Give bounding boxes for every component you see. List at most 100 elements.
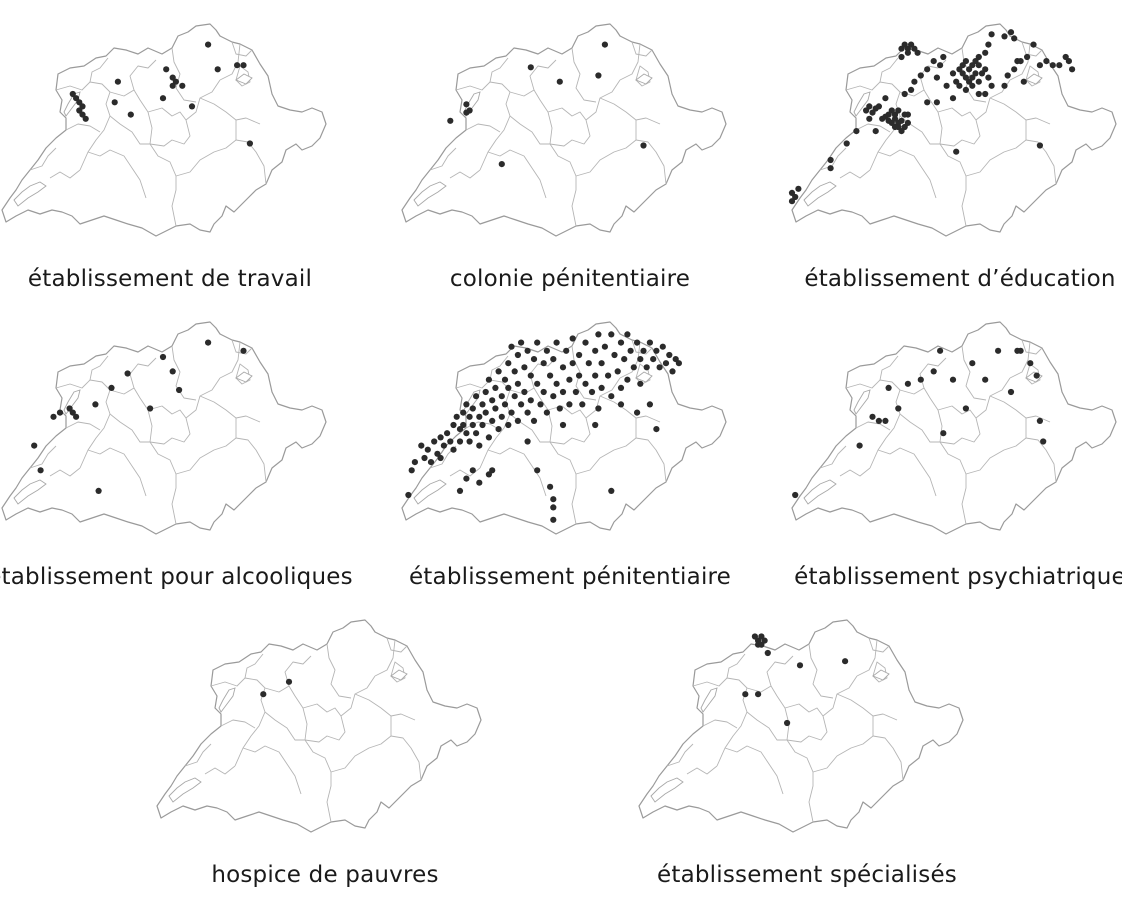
institution-marker: [440, 442, 447, 449]
institution-marker: [550, 496, 557, 503]
canton-border: [899, 89, 943, 145]
institution-marker: [482, 409, 489, 416]
institution-marker: [553, 380, 560, 387]
institution-marker: [953, 148, 960, 155]
canton-border: [868, 637, 890, 653]
institution-marker: [755, 691, 762, 698]
institution-marker: [572, 388, 579, 396]
canton-border: [231, 41, 253, 57]
canton-border: [839, 467, 871, 477]
institution-marker: [792, 193, 799, 201]
institution-marker: [285, 678, 293, 685]
map-panel-psychiatrique: établissement psychiatrique: [790, 318, 1122, 590]
institution-marker: [995, 347, 1002, 354]
institution-marker: [637, 380, 644, 387]
institution-marker: [627, 347, 634, 354]
institution-marker: [588, 388, 596, 396]
canton-border: [855, 421, 891, 431]
country-outline: [1, 321, 327, 535]
canton-border: [235, 437, 267, 483]
canton-border: [547, 107, 587, 121]
canton-border: [575, 437, 637, 475]
lake: [700, 687, 718, 713]
institution-marker: [988, 31, 995, 38]
canton-border: [326, 643, 352, 699]
canton-border: [1025, 139, 1057, 185]
institution-marker: [1033, 372, 1040, 379]
canton-border: [429, 147, 457, 171]
institution-marker: [640, 347, 647, 354]
institution-marker: [514, 351, 521, 359]
canton-border: [199, 97, 261, 125]
institution-marker: [540, 388, 547, 396]
canton-border: [879, 57, 899, 83]
institution-marker: [114, 78, 121, 85]
institution-marker: [962, 74, 969, 81]
institution-marker: [1056, 62, 1063, 69]
institution-marker: [972, 70, 979, 77]
institution-marker: [205, 41, 212, 48]
canton-border: [1025, 437, 1057, 483]
canton-border: [49, 169, 81, 179]
institution-marker: [646, 401, 653, 408]
institution-marker: [640, 142, 647, 149]
institution-marker: [1036, 417, 1043, 424]
institution-marker: [501, 401, 509, 408]
institution-marker: [437, 454, 444, 462]
institution-marker: [111, 99, 118, 106]
institution-marker: [764, 649, 771, 657]
canton-border: [109, 115, 150, 145]
canton-border: [635, 437, 667, 483]
switzerland-map: [401, 23, 727, 237]
institution-marker: [521, 388, 528, 396]
institution-marker: [904, 380, 911, 387]
institution-marker: [527, 397, 534, 404]
canton-border: [631, 41, 653, 57]
canton-border: [836, 693, 898, 721]
institution-marker: [73, 413, 80, 420]
lake: [803, 181, 837, 207]
canton-border: [231, 339, 253, 355]
canton-border: [1009, 341, 1031, 379]
institution-marker: [69, 409, 76, 416]
institution-marker: [598, 384, 605, 391]
institution-marker: [169, 368, 176, 375]
institution-marker: [466, 413, 473, 420]
institution-marker: [982, 90, 989, 98]
canton-border: [304, 715, 346, 743]
institution-marker: [492, 384, 499, 391]
institution-marker: [205, 339, 212, 346]
lake: [13, 479, 47, 505]
institution-marker: [1027, 360, 1034, 367]
lake: [413, 479, 447, 505]
institution-marker: [553, 339, 560, 346]
institution-marker: [527, 64, 534, 71]
lake: [1025, 73, 1043, 85]
canton-border: [330, 735, 392, 773]
canton-border: [175, 437, 237, 475]
canton-border: [937, 405, 977, 419]
institution-marker: [595, 72, 602, 79]
institution-marker: [1069, 66, 1076, 73]
institution-marker: [962, 58, 969, 65]
institution-marker: [556, 78, 563, 85]
institution-marker: [985, 74, 992, 81]
institution-marker: [982, 66, 989, 73]
institution-marker: [956, 82, 963, 89]
lake: [635, 73, 653, 85]
institution-marker: [795, 185, 802, 192]
institution-marker: [524, 438, 531, 445]
canton-border: [899, 387, 943, 443]
institution-marker: [514, 380, 521, 387]
institution-marker: [621, 356, 628, 363]
institution-marker: [559, 421, 567, 429]
institution-marker: [511, 393, 518, 400]
institution-marker: [498, 413, 505, 420]
institution-marker: [176, 386, 183, 394]
canton-border: [702, 719, 738, 729]
institution-marker: [469, 467, 476, 474]
institution-marker: [463, 109, 470, 116]
institution-marker: [624, 331, 631, 338]
canton-border: [55, 81, 111, 93]
lake: [235, 73, 253, 85]
